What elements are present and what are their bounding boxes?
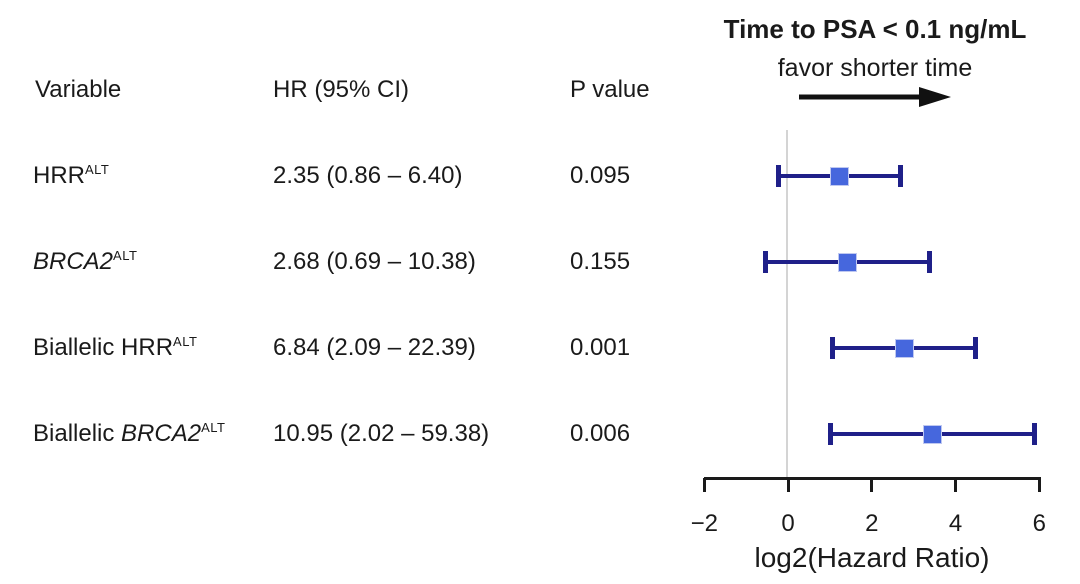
hr-point-marker (894, 338, 914, 358)
gene-name-italic: BRCA2 (33, 248, 114, 275)
row-variable-label: HRRALT (33, 162, 109, 190)
plot-subtitle: favor shorter time (777, 54, 973, 82)
x-axis-title: log2(Hazard Ratio) (754, 542, 990, 573)
ci-cap-lower (827, 423, 833, 445)
x-axis-tick-label: −2 (690, 510, 718, 537)
x-axis-tick-label: 4 (948, 510, 963, 537)
plot-title-block: Time to PSA < 0.1 ng/mL favor shorter ti… (692, 14, 1058, 110)
plot-title: Time to PSA < 0.1 ng/mL (723, 14, 1027, 44)
column-header-hr-ci: HR (95% CI) (273, 76, 410, 103)
gene-name-italic: BRCA2 (121, 420, 202, 447)
variable-text: HRR (33, 162, 85, 189)
hr-point-marker (923, 424, 943, 444)
alt-superscript: ALT (113, 248, 138, 263)
hr-point-marker (830, 166, 850, 186)
x-axis-tick-label: 6 (1032, 510, 1046, 537)
zero-reference-line (786, 130, 788, 478)
ci-cap-lower (830, 337, 836, 359)
row-p-value: 0.001 (570, 334, 631, 361)
x-axis-tick (954, 478, 957, 492)
row-variable-label: BRCA2ALT (33, 248, 137, 276)
row-variable-label: Biallelic BRCA2ALT (33, 420, 225, 448)
ci-cap-lower (776, 165, 782, 187)
row-variable-label: Biallelic HRRALT (33, 334, 197, 362)
row-hr-ci-value: 6.84 (2.09 – 22.39) (273, 334, 476, 361)
alt-superscript: ALT (201, 420, 226, 435)
hr-point-marker (838, 252, 858, 272)
x-axis-tick (870, 478, 874, 492)
ci-cap-upper (1032, 423, 1038, 445)
variable-text: Biallelic HRR (33, 334, 174, 361)
row-p-value: 0.006 (570, 420, 631, 447)
row-p-value: 0.155 (570, 248, 631, 275)
alt-superscript: ALT (173, 334, 198, 349)
column-header-p-value: P value (570, 76, 650, 103)
row-p-value: 0.095 (570, 162, 631, 189)
x-axis-tick-label: 0 (781, 510, 795, 537)
ci-cap-upper (926, 251, 932, 273)
variable-text: Biallelic (33, 420, 122, 447)
row-hr-ci-value: 2.68 (0.69 – 10.38) (273, 248, 476, 275)
row-hr-ci-value: 2.35 (0.86 – 6.40) (273, 162, 463, 189)
x-axis-tick (702, 478, 706, 492)
x-axis-tick (786, 478, 790, 492)
ci-cap-upper (973, 337, 979, 359)
x-axis-tick (1037, 478, 1041, 492)
alt-superscript: ALT (85, 162, 110, 177)
x-axis-tick-label: 2 (865, 510, 879, 537)
ci-cap-upper (897, 165, 903, 187)
row-hr-ci-value: 10.95 (2.02 – 59.38) (273, 420, 490, 447)
right-arrow-icon (799, 87, 951, 107)
column-header-variable: Variable (35, 76, 122, 103)
ci-cap-lower (763, 251, 769, 273)
